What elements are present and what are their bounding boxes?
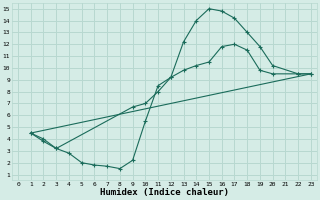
X-axis label: Humidex (Indice chaleur): Humidex (Indice chaleur) <box>100 188 229 197</box>
